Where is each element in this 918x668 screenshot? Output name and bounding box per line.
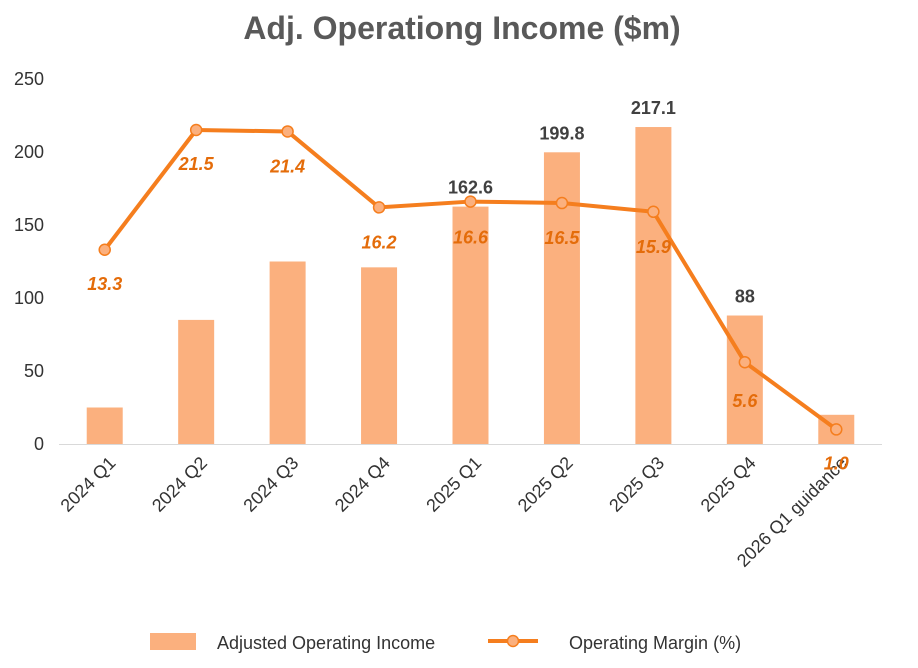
bar	[543, 152, 580, 445]
line-point	[189, 123, 203, 137]
line-point	[647, 205, 660, 219]
legend-label-bar: Adjusted Operating Income	[217, 633, 435, 653]
legend: Adjusted Operating Income Operating Marg…	[150, 633, 741, 653]
line-point	[464, 195, 477, 208]
x-tick-label: 2024 Q3	[239, 453, 302, 516]
line-point	[372, 201, 386, 214]
bar	[269, 261, 306, 444]
line-data-labels: 13.3 21.5 21.4 16.2 16.6 16.5 15.9 5.6 1.0	[87, 154, 849, 473]
x-tick-label: 2025 Q3	[605, 453, 668, 516]
bar-data-label: 162.6	[448, 178, 493, 198]
bar	[726, 315, 763, 444]
y-tick-label: 100	[14, 288, 44, 308]
bar-series	[86, 127, 855, 445]
line-data-label: 5.6	[732, 391, 758, 411]
y-axis: 0 50 100 150 200 250	[14, 69, 44, 454]
line-data-label: 16.5	[544, 228, 580, 248]
line-series	[98, 123, 843, 436]
line-point	[555, 196, 569, 210]
x-tick-label: 2024 Q4	[331, 453, 394, 516]
y-tick-label: 150	[14, 215, 44, 235]
y-tick-label: 0	[34, 434, 44, 454]
line-point	[98, 243, 111, 257]
line-data-label: 13.3	[87, 274, 122, 294]
bar-data-label: 199.8	[539, 123, 584, 143]
bar-data-label: 217.1	[631, 98, 676, 118]
line-data-label: 16.2	[362, 232, 397, 252]
y-tick-label: 50	[24, 361, 44, 381]
chart-title: Adj. Operationg Income ($m)	[243, 10, 680, 46]
line-data-label: 1.0	[824, 453, 849, 473]
legend-swatch-marker	[506, 634, 520, 648]
line-point	[281, 125, 294, 138]
y-tick-label: 200	[14, 142, 44, 162]
bar-data-label: 88	[735, 287, 755, 307]
bar	[361, 267, 398, 444]
line-point	[830, 423, 843, 436]
bar	[452, 206, 489, 444]
line-data-label: 21.4	[269, 156, 305, 176]
line-data-label: 21.5	[178, 154, 215, 174]
x-tick-label: 2025 Q2	[514, 453, 577, 516]
legend-label-line: Operating Margin (%)	[569, 633, 741, 653]
x-tick-label: 2024 Q1	[57, 453, 120, 516]
y-tick-label: 250	[14, 69, 44, 89]
line-data-label: 15.9	[636, 237, 671, 257]
bar	[86, 407, 123, 444]
line-data-label: 16.6	[453, 228, 489, 248]
x-tick-label: 2025 Q1	[422, 453, 485, 516]
legend-swatch-bar	[150, 633, 196, 650]
line-point	[738, 355, 752, 369]
bar-data-labels: 162.6 199.8 217.1 88	[448, 98, 755, 306]
bar	[635, 127, 672, 444]
x-tick-label: 2024 Q2	[148, 453, 211, 516]
x-axis: 2024 Q1 2024 Q2 2024 Q3 2024 Q4 2025 Q1 2025 …	[57, 453, 852, 571]
x-tick-label: 2025 Q4	[697, 453, 760, 516]
bar	[178, 319, 215, 444]
